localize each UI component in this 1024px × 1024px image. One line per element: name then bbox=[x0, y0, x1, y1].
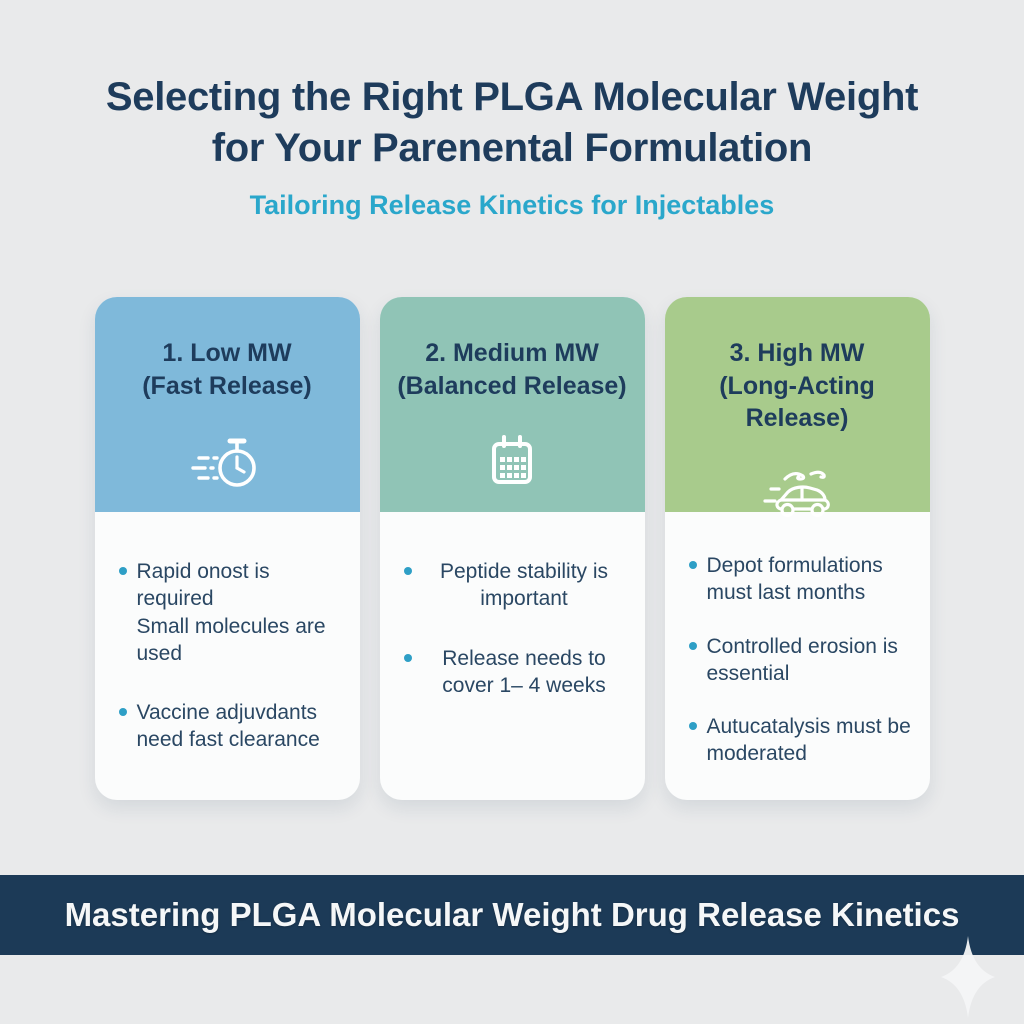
bullet-text: Depot formulations must last months bbox=[706, 554, 883, 605]
card-high-mw-body: Depot formulations must last months Cont… bbox=[665, 512, 930, 800]
header: Selecting the Right PLGA Molecular Weigh… bbox=[0, 0, 1024, 221]
bullet-text: Rapid onost is required Small molecules … bbox=[136, 560, 326, 665]
card-medium-mw-title: 2. Medium MW (Balanced Release) bbox=[397, 339, 627, 400]
list-item: Release needs to cover 1– 4 weeks bbox=[403, 645, 627, 700]
card-low-mw-header: 1. Low MW (Fast Release) bbox=[94, 297, 360, 512]
list-item: Depot formulations must last months bbox=[688, 552, 912, 607]
list-item: Peptide stability is important bbox=[403, 558, 627, 613]
bullet-text: Controlled erosion is essential bbox=[706, 634, 898, 685]
bullet-text: Autucatalysis must be moderated bbox=[706, 715, 911, 766]
card-high-mw: 3. High MW (Long-Acting Release) bbox=[664, 297, 930, 800]
bullet-dot bbox=[118, 708, 127, 717]
card-high-mw-title: 3. High MW (Long-Acting Release) bbox=[719, 339, 875, 432]
bullet-dot bbox=[688, 722, 697, 731]
main-title: Selecting the Right PLGA Molecular Weigh… bbox=[105, 75, 919, 171]
bullet-text: Release needs to cover 1– 4 weeks bbox=[442, 646, 606, 697]
subtitle: Tailoring Release Kinetics for Injectabl… bbox=[249, 190, 775, 221]
card-low-mw: 1. Low MW (Fast Release) bbox=[94, 297, 360, 800]
footer-banner: Mastering PLGA Molecular Weight Drug Rel… bbox=[0, 875, 1024, 955]
card-medium-mw-body: Peptide stability is important Release n… bbox=[380, 512, 645, 800]
card-medium-mw-header: 2. Medium MW (Balanced Release) bbox=[379, 297, 645, 512]
card-medium-mw: 2. Medium MW (Balanced Release) bbox=[379, 297, 645, 800]
four-point-star-icon bbox=[941, 936, 995, 1023]
calendar-icon bbox=[480, 428, 544, 499]
speeding-car-icon bbox=[755, 461, 839, 532]
bullet-dot bbox=[688, 561, 697, 569]
bullet-text: Peptide stability is important bbox=[439, 560, 609, 611]
banner-title: Mastering PLGA Molecular Weight Drug Rel… bbox=[64, 896, 960, 933]
list-item: Autucatalysis must be moderated bbox=[688, 713, 912, 768]
list-item: Rapid onost is required Small molecules … bbox=[118, 558, 342, 667]
card-low-mw-body: Rapid onost is required Small molecules … bbox=[95, 512, 360, 800]
bullet-text: Vaccine adjuvdants need fast clearance bbox=[136, 701, 320, 752]
card-low-mw-title: 1. Low MW (Fast Release) bbox=[142, 339, 312, 400]
list-item: Vaccine adjuvdants need fast clearance bbox=[118, 699, 342, 754]
bullet-dot bbox=[688, 641, 697, 650]
card-high-mw-header: 3. High MW (Long-Acting Release) bbox=[664, 297, 930, 517]
bullet-dot bbox=[403, 653, 412, 662]
bullet-dot bbox=[403, 567, 412, 575]
list-item: Controlled erosion is essential bbox=[688, 633, 912, 688]
bullet-dot bbox=[118, 567, 127, 575]
cards-row: 1. Low MW (Fast Release) bbox=[0, 297, 1024, 800]
stopwatch-speed-icon bbox=[185, 428, 269, 499]
